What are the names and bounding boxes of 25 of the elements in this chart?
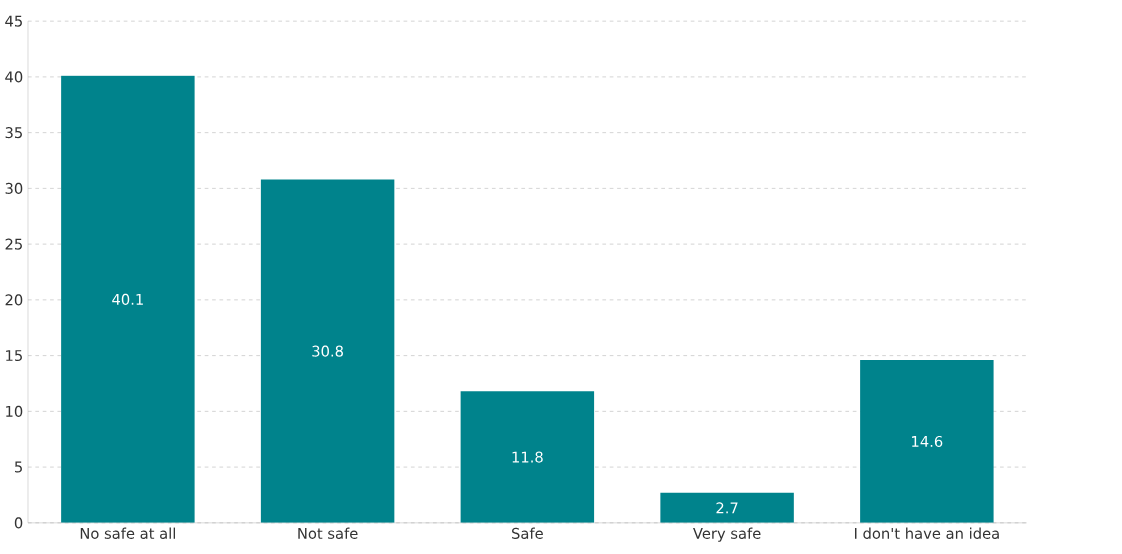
x-tick-label: I don't have an idea xyxy=(854,527,999,539)
y-tick-label: 40 xyxy=(5,71,23,83)
y-tick-label: 25 xyxy=(5,238,22,250)
y-tick-label: 45 xyxy=(5,15,22,27)
bar xyxy=(460,391,595,523)
y-tick-label: 0 xyxy=(14,517,23,529)
y-tick-label: 15 xyxy=(6,350,22,362)
bar xyxy=(260,179,395,523)
bar xyxy=(61,75,195,523)
y-tick-label: 30 xyxy=(5,182,23,194)
x-tick-label: Not safe xyxy=(298,527,358,539)
data-label: 2.7 xyxy=(716,502,738,514)
bar xyxy=(660,492,794,523)
y-tick-label: 35 xyxy=(5,127,22,139)
data-label: 40.1 xyxy=(112,293,143,305)
data-label: 11.8 xyxy=(512,451,543,463)
data-label: 14.6 xyxy=(912,435,943,447)
y-tick-label: 5 xyxy=(15,461,22,473)
bar xyxy=(860,360,994,523)
data-label: 30.8 xyxy=(312,345,343,357)
x-tick-label: No safe at all xyxy=(80,527,175,539)
y-tick-label: 20 xyxy=(5,294,23,306)
x-tick-label: Safe xyxy=(512,527,543,539)
y-tick-label: 10 xyxy=(6,405,23,417)
x-tick-label: Very safe xyxy=(693,527,761,542)
